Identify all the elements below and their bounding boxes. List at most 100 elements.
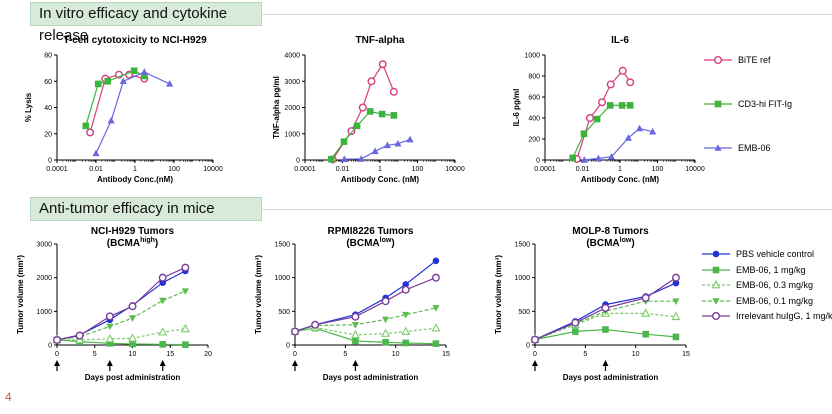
x-axis-label: Antibody Conc. (nM) [341, 175, 420, 184]
data-point [128, 302, 137, 311]
dosing-arrow-head [602, 360, 609, 366]
series-2 [531, 326, 680, 343]
legend-marker [711, 312, 720, 320]
data-point [641, 308, 651, 317]
data-point [382, 339, 389, 346]
data-point [606, 80, 615, 89]
x-tick-label: 0 [55, 351, 59, 358]
y-tick-label: 0 [296, 158, 300, 165]
chart-title: RPMI8226 Tumors [328, 226, 414, 237]
dosing-arrow [532, 360, 538, 371]
legend-swatch [702, 266, 730, 273]
data-point [402, 311, 410, 319]
chart-4: NCI-H929 Tumors(BCMAhigh) 0 1000 2000 3000 0 5… [16, 226, 212, 382]
data-point [106, 323, 114, 331]
data-point [671, 273, 680, 282]
data-point [381, 328, 391, 337]
data-point [672, 333, 680, 341]
data-point [626, 102, 634, 109]
x-tick-label: 5 [93, 351, 97, 358]
series-5 [531, 273, 680, 344]
y-tick-label: 800 [528, 74, 540, 81]
x-tick-label: 15 [682, 351, 690, 358]
data-point [327, 155, 335, 163]
y-tick-label: 0 [48, 158, 52, 165]
data-point [671, 311, 681, 321]
legend-swatch [702, 250, 730, 258]
x-tick-label: 0.01 [576, 166, 590, 173]
data-point [606, 102, 614, 109]
data-point [635, 124, 644, 132]
series-line [294, 260, 437, 333]
series-3 [92, 68, 174, 157]
legend-swatch [704, 144, 732, 151]
y-tick-label: 3000 [284, 79, 300, 86]
legend-marker [714, 100, 722, 108]
data-point [104, 77, 112, 85]
chart-subtitle: (BCMAhigh) [107, 237, 158, 249]
data-point [106, 340, 114, 347]
y-tick-label: 1500 [274, 242, 290, 249]
chart-subtitle: (BCMAlow) [586, 237, 634, 249]
data-point [432, 305, 440, 312]
x-tick-label: 0.01 [336, 166, 350, 173]
data-point [401, 326, 411, 335]
y-axis-label: % Lysis [24, 92, 33, 122]
data-point [571, 318, 580, 327]
series-line [57, 328, 186, 341]
chart-title: T-cell cytotoxicity to NCI-H929 [63, 35, 207, 46]
data-point [601, 303, 610, 312]
x-tick-label: 20 [204, 351, 212, 358]
x-tick-label: 0 [293, 351, 297, 358]
y-tick-label: 2000 [284, 105, 300, 112]
data-point [107, 116, 115, 124]
data-point [390, 112, 398, 119]
x-axis-label: Days post administration [563, 373, 659, 382]
data-point [82, 122, 90, 130]
data-point [92, 149, 100, 157]
data-point [357, 155, 365, 162]
x-tick-label: 15 [442, 351, 450, 358]
series-2 [53, 336, 189, 348]
legend-swatch [702, 297, 730, 305]
dosing-arrow-head [292, 360, 298, 366]
y-axis-label: IL-6 pg/ml [512, 89, 521, 127]
x-axis-label: Antibody Conc.(nM) [97, 175, 173, 184]
y-axis-label: Tumor volume (mm³) [494, 255, 503, 334]
series-2 [82, 67, 148, 130]
dosing-arrow [352, 360, 359, 371]
data-point [358, 103, 367, 112]
legend-label: PBS vehicle control [736, 249, 815, 259]
y-tick-label: 0 [536, 158, 540, 165]
data-point [569, 154, 576, 162]
data-point [366, 108, 374, 115]
legend-label: CD3-hi FIT-Ig [738, 99, 793, 109]
legend-label: Irrelevant huIgG, 1 mg/kg [736, 311, 832, 321]
legend-marker [712, 266, 720, 273]
chart-6: MOLP-8 Tumors(BCMAlow) 0 500 1000 1500 0 5 10 15… [494, 226, 690, 382]
x-tick-label: 10000 [203, 166, 223, 173]
data-point [127, 333, 138, 342]
data-point [166, 80, 174, 87]
legend-marker [711, 280, 721, 289]
data-point [311, 320, 320, 329]
series-3 [340, 135, 414, 163]
data-point [140, 68, 148, 75]
y-tick-label: 60 [44, 79, 52, 86]
data-point [594, 154, 602, 162]
series-line [56, 290, 186, 341]
y-axis-label: TNF-alpha pg/ml [272, 76, 281, 139]
y-tick-label: 600 [528, 95, 540, 102]
data-point [431, 273, 440, 282]
data-point [158, 273, 167, 282]
data-point [585, 113, 594, 122]
data-point [181, 288, 189, 295]
data-point [350, 329, 360, 339]
data-point [158, 327, 168, 336]
series-line [294, 326, 436, 336]
data-point [401, 285, 410, 294]
x-tick-label: 1 [133, 166, 137, 173]
x-tick-label: 100 [168, 166, 180, 173]
data-point [351, 312, 360, 321]
dosing-arrow [54, 360, 60, 371]
